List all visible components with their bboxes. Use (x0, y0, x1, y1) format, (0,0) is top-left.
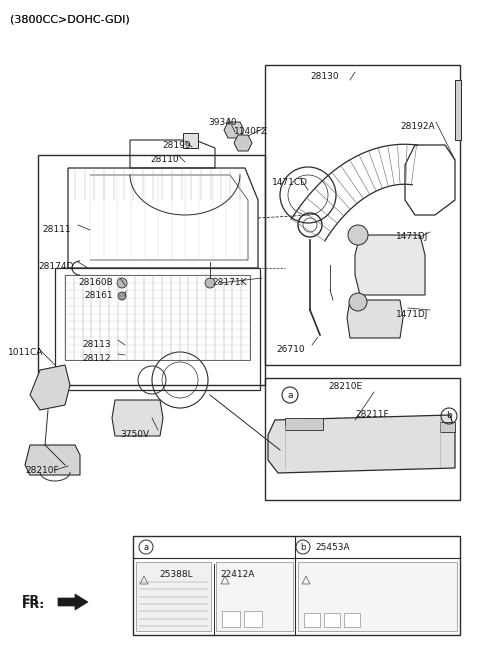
Polygon shape (58, 594, 88, 610)
Circle shape (118, 292, 126, 300)
Text: 28192A: 28192A (400, 122, 434, 131)
Text: FR.: FR. (22, 594, 45, 607)
Text: 1471DJ: 1471DJ (396, 310, 428, 319)
Polygon shape (347, 300, 403, 338)
Circle shape (205, 278, 215, 288)
Bar (440, 422, 455, 432)
Polygon shape (268, 415, 455, 473)
Bar (38, 155, 265, 385)
Text: 28210E: 28210E (328, 382, 362, 391)
Polygon shape (234, 135, 252, 151)
Text: (3800CC>DOHC-GDI): (3800CC>DOHC-GDI) (10, 15, 130, 25)
Text: 28210F: 28210F (25, 466, 59, 475)
Text: 22412A: 22412A (220, 570, 254, 579)
Text: 28110: 28110 (150, 155, 179, 164)
Polygon shape (25, 445, 80, 475)
Bar (216, 562, 293, 631)
Text: 28112: 28112 (82, 354, 110, 363)
Bar (344, 613, 360, 627)
Bar (285, 418, 323, 430)
Text: 1471CD: 1471CD (272, 178, 308, 187)
Text: 26710: 26710 (276, 345, 305, 354)
Text: 28171K: 28171K (212, 278, 247, 287)
Text: 1471DJ: 1471DJ (396, 232, 428, 241)
Circle shape (348, 225, 368, 245)
Bar (324, 613, 340, 627)
Bar (298, 562, 457, 631)
Text: 1140FZ: 1140FZ (234, 127, 268, 136)
Bar (455, 80, 461, 140)
Bar (133, 536, 460, 635)
Polygon shape (183, 133, 198, 148)
Bar (304, 613, 320, 627)
Text: (3800CC>DOHC-GDI): (3800CC>DOHC-GDI) (10, 15, 130, 25)
Text: b: b (446, 411, 452, 421)
Text: a: a (144, 542, 149, 551)
Bar (265, 378, 460, 500)
Polygon shape (30, 365, 70, 410)
Text: 28211F: 28211F (355, 410, 389, 419)
Text: 25453A: 25453A (315, 542, 349, 551)
Text: 28160B: 28160B (78, 278, 113, 287)
Text: 25388L: 25388L (159, 570, 192, 579)
Circle shape (117, 278, 127, 288)
Polygon shape (112, 400, 163, 436)
Text: a: a (287, 391, 293, 400)
Bar (222, 611, 240, 627)
Bar (265, 65, 460, 365)
Polygon shape (224, 122, 244, 138)
Bar (65, 275, 250, 360)
Text: b: b (300, 542, 306, 551)
Bar (244, 611, 262, 627)
Text: 28199: 28199 (162, 141, 191, 150)
Polygon shape (355, 235, 425, 295)
Text: 28130: 28130 (310, 72, 338, 81)
Bar (136, 562, 211, 631)
Text: 28174D: 28174D (38, 262, 73, 271)
Text: FR.: FR. (22, 598, 45, 611)
Circle shape (349, 293, 367, 311)
Text: 28161: 28161 (84, 291, 113, 300)
Text: 28111: 28111 (42, 225, 71, 234)
Text: 28113: 28113 (82, 340, 110, 349)
Text: 1011CA: 1011CA (8, 348, 43, 357)
Text: 39340: 39340 (208, 118, 237, 127)
Text: 3750V: 3750V (120, 430, 149, 439)
